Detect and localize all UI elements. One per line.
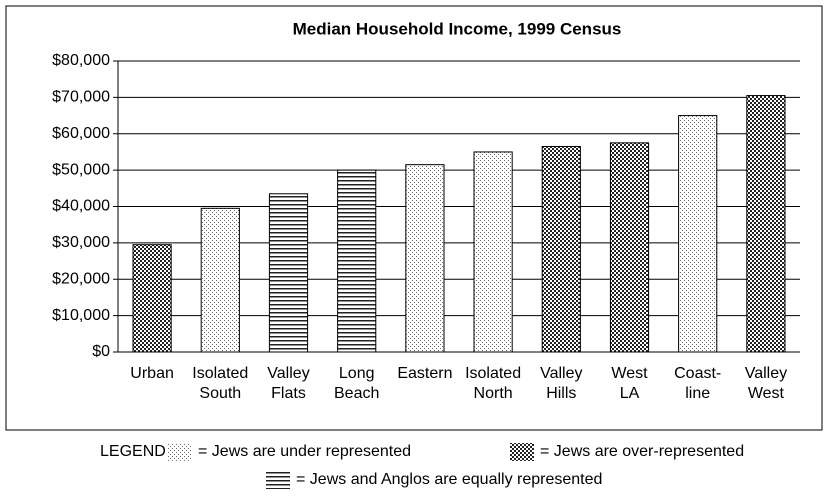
y-tick-label: $10,000 bbox=[52, 307, 110, 324]
bar bbox=[337, 169, 377, 353]
x-tick-label: Coast-line bbox=[674, 365, 721, 402]
x-tick-label: West LA bbox=[611, 365, 648, 402]
bar bbox=[609, 142, 650, 353]
legend-swatch bbox=[510, 443, 534, 461]
bar bbox=[268, 193, 309, 353]
x-tick-label: Valley West bbox=[745, 365, 787, 402]
y-tick-label: $70,000 bbox=[52, 89, 110, 106]
bar bbox=[132, 244, 172, 353]
legend-swatch bbox=[266, 471, 290, 489]
legend-label: = Jews and Anglos are equally represente… bbox=[296, 471, 602, 488]
y-tick-label: $40,000 bbox=[52, 198, 110, 215]
legend-swatch bbox=[168, 443, 192, 461]
chart-title: Median Household Income, 1999 Census bbox=[293, 19, 622, 38]
y-tick-label: $60,000 bbox=[52, 125, 110, 142]
y-tick-label: $30,000 bbox=[52, 234, 110, 251]
x-tick-label: Valley Hills bbox=[540, 365, 582, 402]
y-tick-label: $0 bbox=[92, 343, 110, 360]
x-tick-label: Eastern bbox=[397, 365, 452, 382]
y-tick-label: $50,000 bbox=[52, 161, 110, 178]
chart-frame bbox=[5, 5, 823, 431]
x-tick-label: Isolated South bbox=[192, 365, 248, 402]
y-tick-label: $20,000 bbox=[52, 270, 110, 287]
x-tick-label: Urban bbox=[130, 365, 174, 382]
bar bbox=[541, 145, 581, 353]
bar bbox=[200, 207, 240, 353]
x-tick-label: Isolated North bbox=[465, 365, 521, 402]
bar bbox=[405, 164, 445, 353]
legend-label: = Jews are over-represented bbox=[540, 443, 744, 460]
x-tick-label: Long Beach bbox=[334, 365, 379, 402]
bar bbox=[678, 115, 718, 353]
bar bbox=[746, 95, 786, 353]
legend-label: = Jews are under represented bbox=[198, 443, 411, 460]
legend-title: LEGEND bbox=[100, 443, 166, 460]
x-tick-label: Valley Flats bbox=[267, 365, 309, 402]
y-tick-label: $80,000 bbox=[52, 52, 110, 69]
bar bbox=[473, 151, 513, 353]
